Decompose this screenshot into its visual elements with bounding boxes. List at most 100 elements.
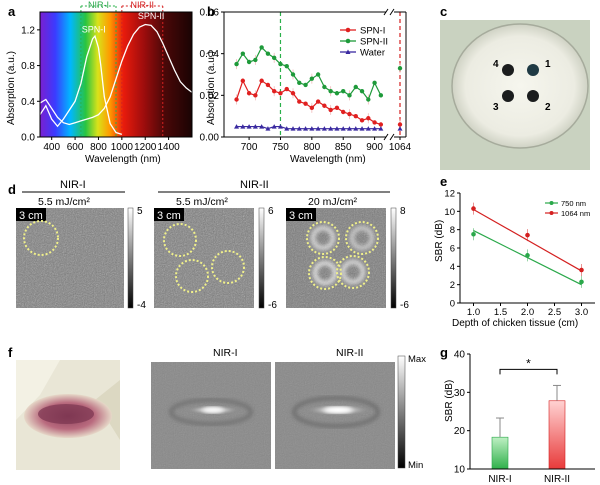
- x-tick-label: 900: [366, 142, 383, 153]
- nir2-label: NIR-II: [131, 0, 155, 10]
- colorbar-2-max: 6: [268, 206, 274, 217]
- x-tick-label: 750: [272, 142, 289, 153]
- x-tick-label: 2.0: [521, 307, 534, 318]
- y-tick-label: 0: [450, 299, 455, 310]
- x-tick-label: 1.0: [467, 307, 480, 318]
- y-tick-label: 40: [454, 350, 466, 361]
- xlabel-e: Depth of chicken tissue (cm): [452, 318, 578, 329]
- data-point: [334, 91, 340, 96]
- well-label-3: 3: [493, 102, 499, 113]
- series-1064-nm: [471, 202, 584, 276]
- data-point: [290, 126, 296, 131]
- data-point: [397, 66, 403, 71]
- y-tick-label: 0.8: [21, 61, 35, 72]
- data-point: [271, 124, 277, 129]
- data-point: [277, 124, 283, 129]
- x-tick-label: 700: [241, 142, 258, 153]
- fluence-label-1: 5.5 mJ/cm²: [38, 196, 90, 208]
- colorbar-3-max: 8: [400, 206, 406, 217]
- data-point: [378, 126, 384, 131]
- panel-g: g NIR-I NIR-II * 10 20 30 40 SBR (dB): [440, 345, 595, 485]
- colorbar-f: [397, 355, 406, 469]
- category-label: NIR-I: [488, 474, 511, 485]
- x-tick-label: 600: [67, 142, 84, 153]
- data-point: [321, 126, 327, 131]
- sbr-vs-depth: [471, 202, 584, 288]
- ylabel-g: SBR (dB): [444, 380, 455, 422]
- colorbar-3: [390, 207, 397, 309]
- y-tick-label: 0.06: [200, 8, 220, 19]
- panel-label-a: a: [8, 4, 16, 19]
- axis-break-mark: [383, 8, 395, 16]
- data-point: [315, 72, 321, 77]
- xlabel-a: Wavelength (nm): [85, 154, 161, 165]
- data-point: [359, 88, 365, 94]
- axes-b: 700 750 800 850 900 1064 0.00 0.02 0.04 0.06: [200, 8, 412, 154]
- phantom-dish: [451, 23, 589, 149]
- axes-a: 400 600 800 1000 1200 1400 0.0 0.4 0.8 1.2: [21, 11, 193, 153]
- data-point: [309, 126, 315, 131]
- data-point: [265, 126, 271, 131]
- colorbar-f-max: Max: [408, 354, 426, 365]
- bar-nir-ii: [548, 400, 566, 470]
- panel-label-g: g: [440, 345, 448, 360]
- y-tick-label: 2: [450, 280, 455, 291]
- data-point: [259, 45, 264, 50]
- data-point: [309, 105, 315, 111]
- roi-circle: [336, 255, 370, 289]
- roi-circle: [211, 250, 245, 284]
- data-point: [378, 93, 384, 98]
- series-line: [236, 125, 381, 130]
- absorption-spectra: [234, 12, 403, 137]
- data-point: [284, 126, 290, 131]
- legend-label: 750 nm: [561, 199, 586, 208]
- panel-d: d NIR-I NIR-II 5.5 mJ/cm² 5.5 mJ/cm² 20 …: [8, 179, 409, 311]
- scale-box-3: [286, 208, 316, 221]
- colorbar-2: [258, 207, 265, 309]
- data-point: [341, 88, 346, 94]
- roi-circle: [23, 220, 59, 256]
- series-line: [235, 79, 382, 126]
- panel-label-f: f: [8, 345, 13, 360]
- y-tick-label: 10: [444, 207, 455, 218]
- ylabel-e: SBR (dB): [434, 220, 445, 262]
- roi-circle: [306, 221, 340, 255]
- vessel-core: [203, 407, 223, 413]
- vessel-core: [324, 407, 352, 413]
- legend-label: Water: [360, 48, 385, 59]
- data-point: [234, 97, 239, 102]
- tissue-boundary: [292, 396, 380, 428]
- image-title-nir2: NIR-II: [336, 347, 363, 359]
- data-point: [253, 93, 258, 98]
- x-tick-label: 800: [90, 142, 107, 153]
- data-point: [284, 63, 289, 69]
- data-point: [372, 126, 378, 131]
- data-point: [471, 231, 476, 237]
- y-tick-label: 10: [454, 465, 466, 476]
- pa-image-noise-2: [154, 208, 254, 308]
- data-point: [246, 124, 252, 129]
- data-point: [246, 59, 252, 65]
- data-point: [246, 91, 252, 96]
- data-point: [372, 80, 377, 86]
- data-point: [271, 55, 277, 61]
- legend-marker: [345, 27, 351, 33]
- colorbar-f-min: Min: [408, 460, 423, 471]
- data-point: [284, 86, 289, 92]
- legend-label: SPN-I: [360, 26, 385, 37]
- well-1: [527, 64, 539, 76]
- data-point: [303, 101, 308, 106]
- data-point: [359, 118, 365, 123]
- roi-circle: [308, 256, 342, 290]
- data-point: [579, 267, 584, 273]
- axis-break-mark: [383, 133, 395, 141]
- data-point: [353, 113, 358, 119]
- x-tick-label: 1000: [111, 142, 134, 153]
- y-tick-label: 0.4: [21, 97, 35, 108]
- well-3: [502, 90, 514, 102]
- group-title-nir1: NIR-I: [60, 179, 86, 191]
- y-tick-label: 1.2: [21, 25, 35, 36]
- panel-f: f NIR-I NIR-II Max Min: [8, 345, 426, 471]
- photo-fur: [16, 360, 60, 420]
